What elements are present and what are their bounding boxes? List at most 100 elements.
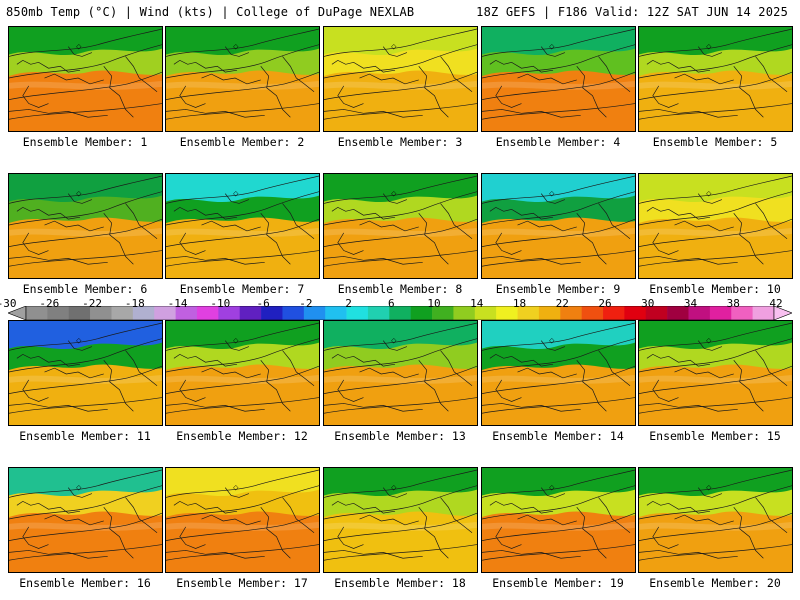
colorbar-tick-label: -26 [39, 297, 60, 310]
svg-text:◇: ◇ [549, 337, 555, 345]
colorbar-segment [132, 306, 155, 320]
colorbar-segment [752, 306, 775, 320]
svg-text:◇: ◇ [706, 43, 712, 51]
ensemble-member-label: Ensemble Member: 4 [495, 135, 621, 149]
ensemble-member-label: Ensemble Member: 15 [649, 429, 781, 443]
ensemble-member-label: Ensemble Member: 7 [179, 282, 305, 296]
colorbar-segment [432, 306, 454, 320]
colorbar-tick-label: -14 [167, 297, 188, 310]
svg-text:◇: ◇ [233, 190, 239, 198]
ensemble-member-map: ◇ [165, 320, 320, 426]
colorbar-segment [367, 306, 390, 320]
colorbar-segment [154, 306, 176, 320]
colorbar-segment [624, 306, 647, 320]
ensemble-member-map: ◇ [323, 320, 478, 426]
colorbar-tick-label: 18 [512, 297, 527, 310]
svg-text:◇: ◇ [76, 484, 82, 492]
colorbar-segment [709, 306, 732, 320]
colorbar-segment [538, 306, 561, 320]
colorbar-segment [175, 306, 198, 320]
colorbar-segment [111, 306, 134, 320]
svg-text:◇: ◇ [233, 484, 239, 492]
colorbar-segment [410, 306, 433, 320]
ensemble-member-map: ◇ [638, 173, 793, 279]
colorbar-tick-label: -30 [0, 297, 17, 310]
ensemble-member-map: ◇ [323, 26, 478, 132]
ensemble-member-label: Ensemble Member: 16 [19, 576, 151, 590]
ensemble-member-map: ◇ [8, 26, 163, 132]
ensemble-member-map: ◇ [8, 320, 163, 426]
colorbar-segment [261, 306, 283, 320]
colorbar-segment [496, 306, 518, 320]
colorbar-segment [667, 306, 689, 320]
ensemble-member-map: ◇ [165, 467, 320, 573]
ensemble-member-label: Ensemble Member: 12 [176, 429, 308, 443]
map-title: 850mb Temp (°C) | Wind (kts) | College o… [6, 5, 415, 19]
svg-text:◇: ◇ [391, 337, 397, 345]
colorbar-segment [346, 306, 369, 320]
ensemble-member-label: Ensemble Member: 6 [22, 282, 148, 296]
ensemble-member-map: ◇ [481, 26, 636, 132]
colorbar-segment [474, 306, 497, 320]
svg-text:◇: ◇ [391, 190, 397, 198]
colorbar-segment [389, 306, 411, 320]
ensemble-member-label: Ensemble Member: 18 [334, 576, 466, 590]
colorbar-segment [196, 306, 219, 320]
run-valid-time: 18Z GEFS | F186 Valid: 12Z SAT JUN 14 20… [476, 5, 788, 19]
ensemble-member-map: ◇ [323, 467, 478, 573]
colorbar-segment [453, 306, 476, 320]
ensemble-member-label: Ensemble Member: 20 [649, 576, 781, 590]
ensemble-member-map: ◇ [481, 320, 636, 426]
colorbar-segment [603, 306, 625, 320]
ensemble-member-map: ◇ [638, 467, 793, 573]
svg-text:◇: ◇ [76, 190, 82, 198]
ensemble-member-label: Ensemble Member: 3 [337, 135, 463, 149]
ensemble-member-map: ◇ [8, 173, 163, 279]
colorbar-segment [581, 306, 604, 320]
svg-text:◇: ◇ [549, 484, 555, 492]
svg-text:◇: ◇ [233, 43, 239, 51]
ensemble-member-label: Ensemble Member: 19 [492, 576, 624, 590]
colorbar-segment [26, 306, 48, 320]
colorbar-segment [688, 306, 711, 320]
svg-text:◇: ◇ [706, 484, 712, 492]
colorbar-tick-label: -18 [124, 297, 145, 310]
ensemble-member-label: Ensemble Member: 9 [495, 282, 621, 296]
ensemble-member-map: ◇ [165, 173, 320, 279]
ensemble-member-map: ◇ [638, 320, 793, 426]
colorbar-segment [325, 306, 347, 320]
colorbar-tick-label: -10 [210, 297, 231, 310]
colorbar-segment [560, 306, 582, 320]
svg-text:◇: ◇ [549, 190, 555, 198]
colorbar-segment [218, 306, 241, 320]
ensemble-member-label: Ensemble Member: 17 [176, 576, 308, 590]
colorbar-tick-label: 30 [641, 297, 655, 310]
ensemble-member-label: Ensemble Member: 14 [492, 429, 624, 443]
colorbar-segment [731, 306, 753, 320]
ensemble-member-map: ◇ [8, 467, 163, 573]
colorbar-segment [517, 306, 540, 320]
colorbar-tick-label: -2 [299, 297, 313, 310]
colorbar-tick-label: -22 [82, 297, 103, 310]
colorbar-tick-label: 26 [598, 297, 612, 310]
svg-text:◇: ◇ [549, 43, 555, 51]
colorbar-tick-label: 6 [388, 297, 395, 310]
ensemble-member-map: ◇ [481, 467, 636, 573]
colorbar-segment [90, 306, 112, 320]
svg-text:◇: ◇ [391, 484, 397, 492]
colorbar-tick-label: 10 [427, 297, 441, 310]
ensemble-member-label: Ensemble Member: 8 [337, 282, 463, 296]
ensemble-member-label: Ensemble Member: 10 [649, 282, 781, 296]
colorbar-segment [282, 306, 305, 320]
colorbar-segment [47, 306, 70, 320]
colorbar-segment [68, 306, 91, 320]
ensemble-member-label: Ensemble Member: 1 [22, 135, 148, 149]
svg-text:◇: ◇ [391, 43, 397, 51]
ensemble-member-label: Ensemble Member: 2 [179, 135, 305, 149]
colorbar-max-arrow [773, 306, 792, 320]
ensemble-member-label: Ensemble Member: 11 [19, 429, 151, 443]
colorbar-segment [303, 306, 326, 320]
colorbar-tick-label: 34 [683, 297, 698, 310]
colorbar-tick-label: 2 [345, 297, 352, 310]
ensemble-member-map: ◇ [638, 26, 793, 132]
